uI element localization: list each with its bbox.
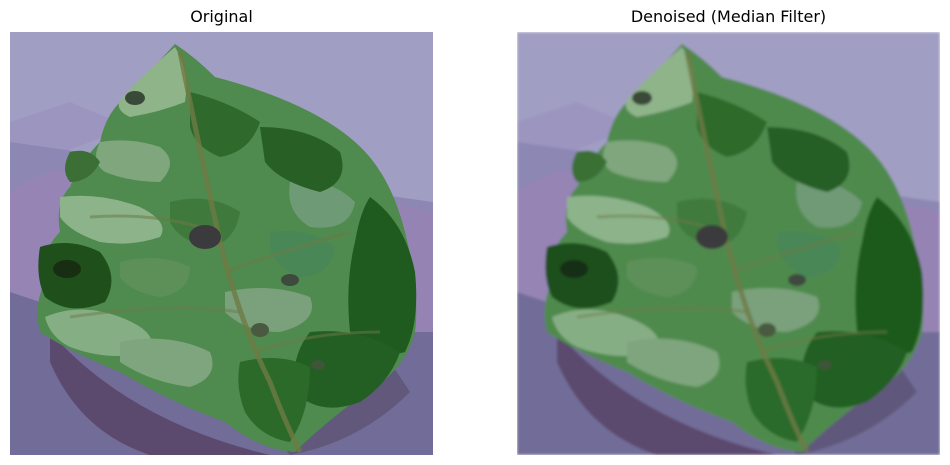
original-panel: Original: [10, 0, 433, 465]
leaf-photo-denoised: [517, 32, 940, 455]
leaf-photo-original: [10, 32, 433, 455]
denoised-panel: Denoised (Median Filter): [517, 0, 940, 465]
original-title: Original: [190, 7, 253, 26]
original-leaf-image: [10, 32, 433, 455]
denoised-leaf-image: [517, 32, 940, 455]
denoised-title: Denoised (Median Filter): [630, 7, 827, 26]
